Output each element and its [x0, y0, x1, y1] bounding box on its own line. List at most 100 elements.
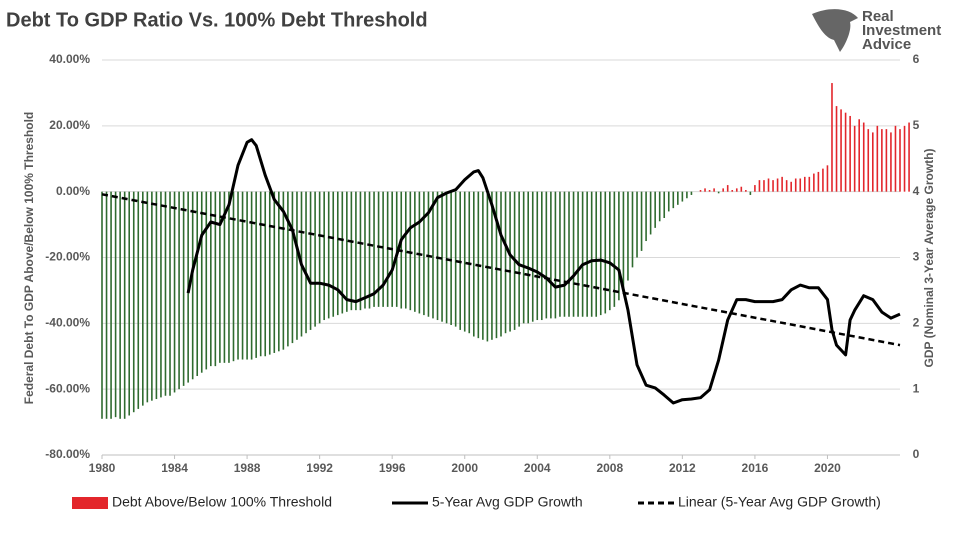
bar — [273, 191, 276, 353]
x-tick-label: 2016 — [742, 461, 769, 475]
bar — [151, 191, 153, 401]
bar — [527, 191, 530, 324]
x-tick-label: 2012 — [669, 461, 696, 475]
bar — [110, 191, 112, 419]
y2-tick-label: 3 — [913, 250, 920, 264]
bar — [835, 106, 838, 192]
bar — [237, 191, 239, 360]
x-tick-label: 2004 — [524, 461, 551, 475]
bar — [309, 191, 312, 330]
y-tick-label: -40.00% — [45, 316, 90, 330]
bar — [518, 191, 520, 327]
bar — [364, 191, 366, 309]
bar — [278, 191, 280, 352]
bar — [250, 191, 253, 360]
bar — [658, 191, 661, 222]
legend-label: 5-Year Avg GDP Growth — [432, 494, 583, 510]
y-tick-label: -20.00% — [45, 250, 90, 264]
bar — [717, 191, 720, 194]
bar — [699, 190, 702, 192]
bar — [731, 190, 734, 192]
bar — [436, 191, 439, 321]
bar — [314, 191, 316, 327]
bar — [318, 191, 321, 324]
bar — [595, 191, 598, 317]
bar — [726, 185, 729, 192]
bar — [427, 191, 430, 317]
bar — [881, 129, 883, 192]
bar — [132, 191, 135, 413]
bar — [627, 191, 629, 281]
line — [186, 138, 901, 405]
bar — [713, 188, 715, 192]
bar — [767, 178, 770, 192]
bar — [545, 191, 548, 319]
bar — [472, 191, 475, 337]
legend-label: Debt Above/Below 100% Threshold — [112, 494, 332, 510]
bar — [441, 191, 443, 322]
bar — [205, 191, 208, 370]
bar — [885, 129, 888, 192]
bar — [395, 191, 398, 307]
bar — [640, 191, 643, 251]
bar — [853, 125, 856, 192]
bar — [373, 191, 375, 307]
y-tick-label: 0.00% — [56, 184, 90, 198]
x-tick-label: 1980 — [89, 461, 116, 475]
bar — [137, 191, 140, 409]
y2-tick-label: 0 — [913, 447, 920, 461]
bar — [264, 191, 267, 357]
bar — [785, 180, 788, 192]
bar — [686, 191, 688, 199]
bar — [722, 188, 724, 192]
bar — [559, 191, 561, 317]
bar — [581, 191, 584, 317]
bar — [618, 191, 620, 301]
logo-text: Real — [862, 8, 894, 25]
y-tick-label: 20.00% — [49, 118, 90, 132]
bar — [554, 191, 557, 319]
bar — [169, 191, 171, 396]
bar — [414, 191, 416, 312]
y-tick-label: -80.00% — [45, 447, 90, 461]
bar — [155, 191, 158, 400]
bar — [871, 132, 874, 192]
bar — [382, 191, 384, 307]
bar — [450, 191, 452, 325]
bar — [645, 191, 647, 242]
bar — [745, 190, 747, 192]
bar — [550, 191, 552, 319]
bar — [536, 191, 539, 321]
x-tick-label: 2020 — [814, 461, 841, 475]
bar — [359, 191, 362, 311]
x-tick-label: 2008 — [596, 461, 623, 475]
y2-tick-label: 6 — [913, 52, 920, 66]
bar — [255, 191, 257, 358]
bar — [649, 191, 652, 235]
bar — [826, 165, 829, 192]
bar — [454, 191, 457, 327]
bar — [178, 191, 180, 390]
bar — [409, 191, 412, 311]
x-tick-label: 1984 — [161, 461, 188, 475]
logo-icon — [812, 9, 858, 53]
bar — [704, 188, 706, 192]
bar — [790, 181, 792, 192]
legend-label: Linear (5-Year Avg GDP Growth) — [678, 494, 881, 510]
bar — [327, 191, 330, 319]
bar — [663, 191, 666, 218]
bar — [772, 180, 774, 192]
bar — [223, 191, 226, 363]
bar — [463, 191, 466, 332]
bar — [128, 191, 131, 416]
bar — [123, 191, 126, 419]
bar — [296, 191, 298, 340]
bar — [282, 191, 285, 350]
bar — [182, 191, 185, 386]
bar — [232, 191, 235, 362]
bar — [690, 191, 693, 195]
bar — [799, 178, 802, 192]
legend-swatch — [72, 497, 108, 509]
bar — [377, 191, 380, 307]
bar — [287, 191, 289, 347]
